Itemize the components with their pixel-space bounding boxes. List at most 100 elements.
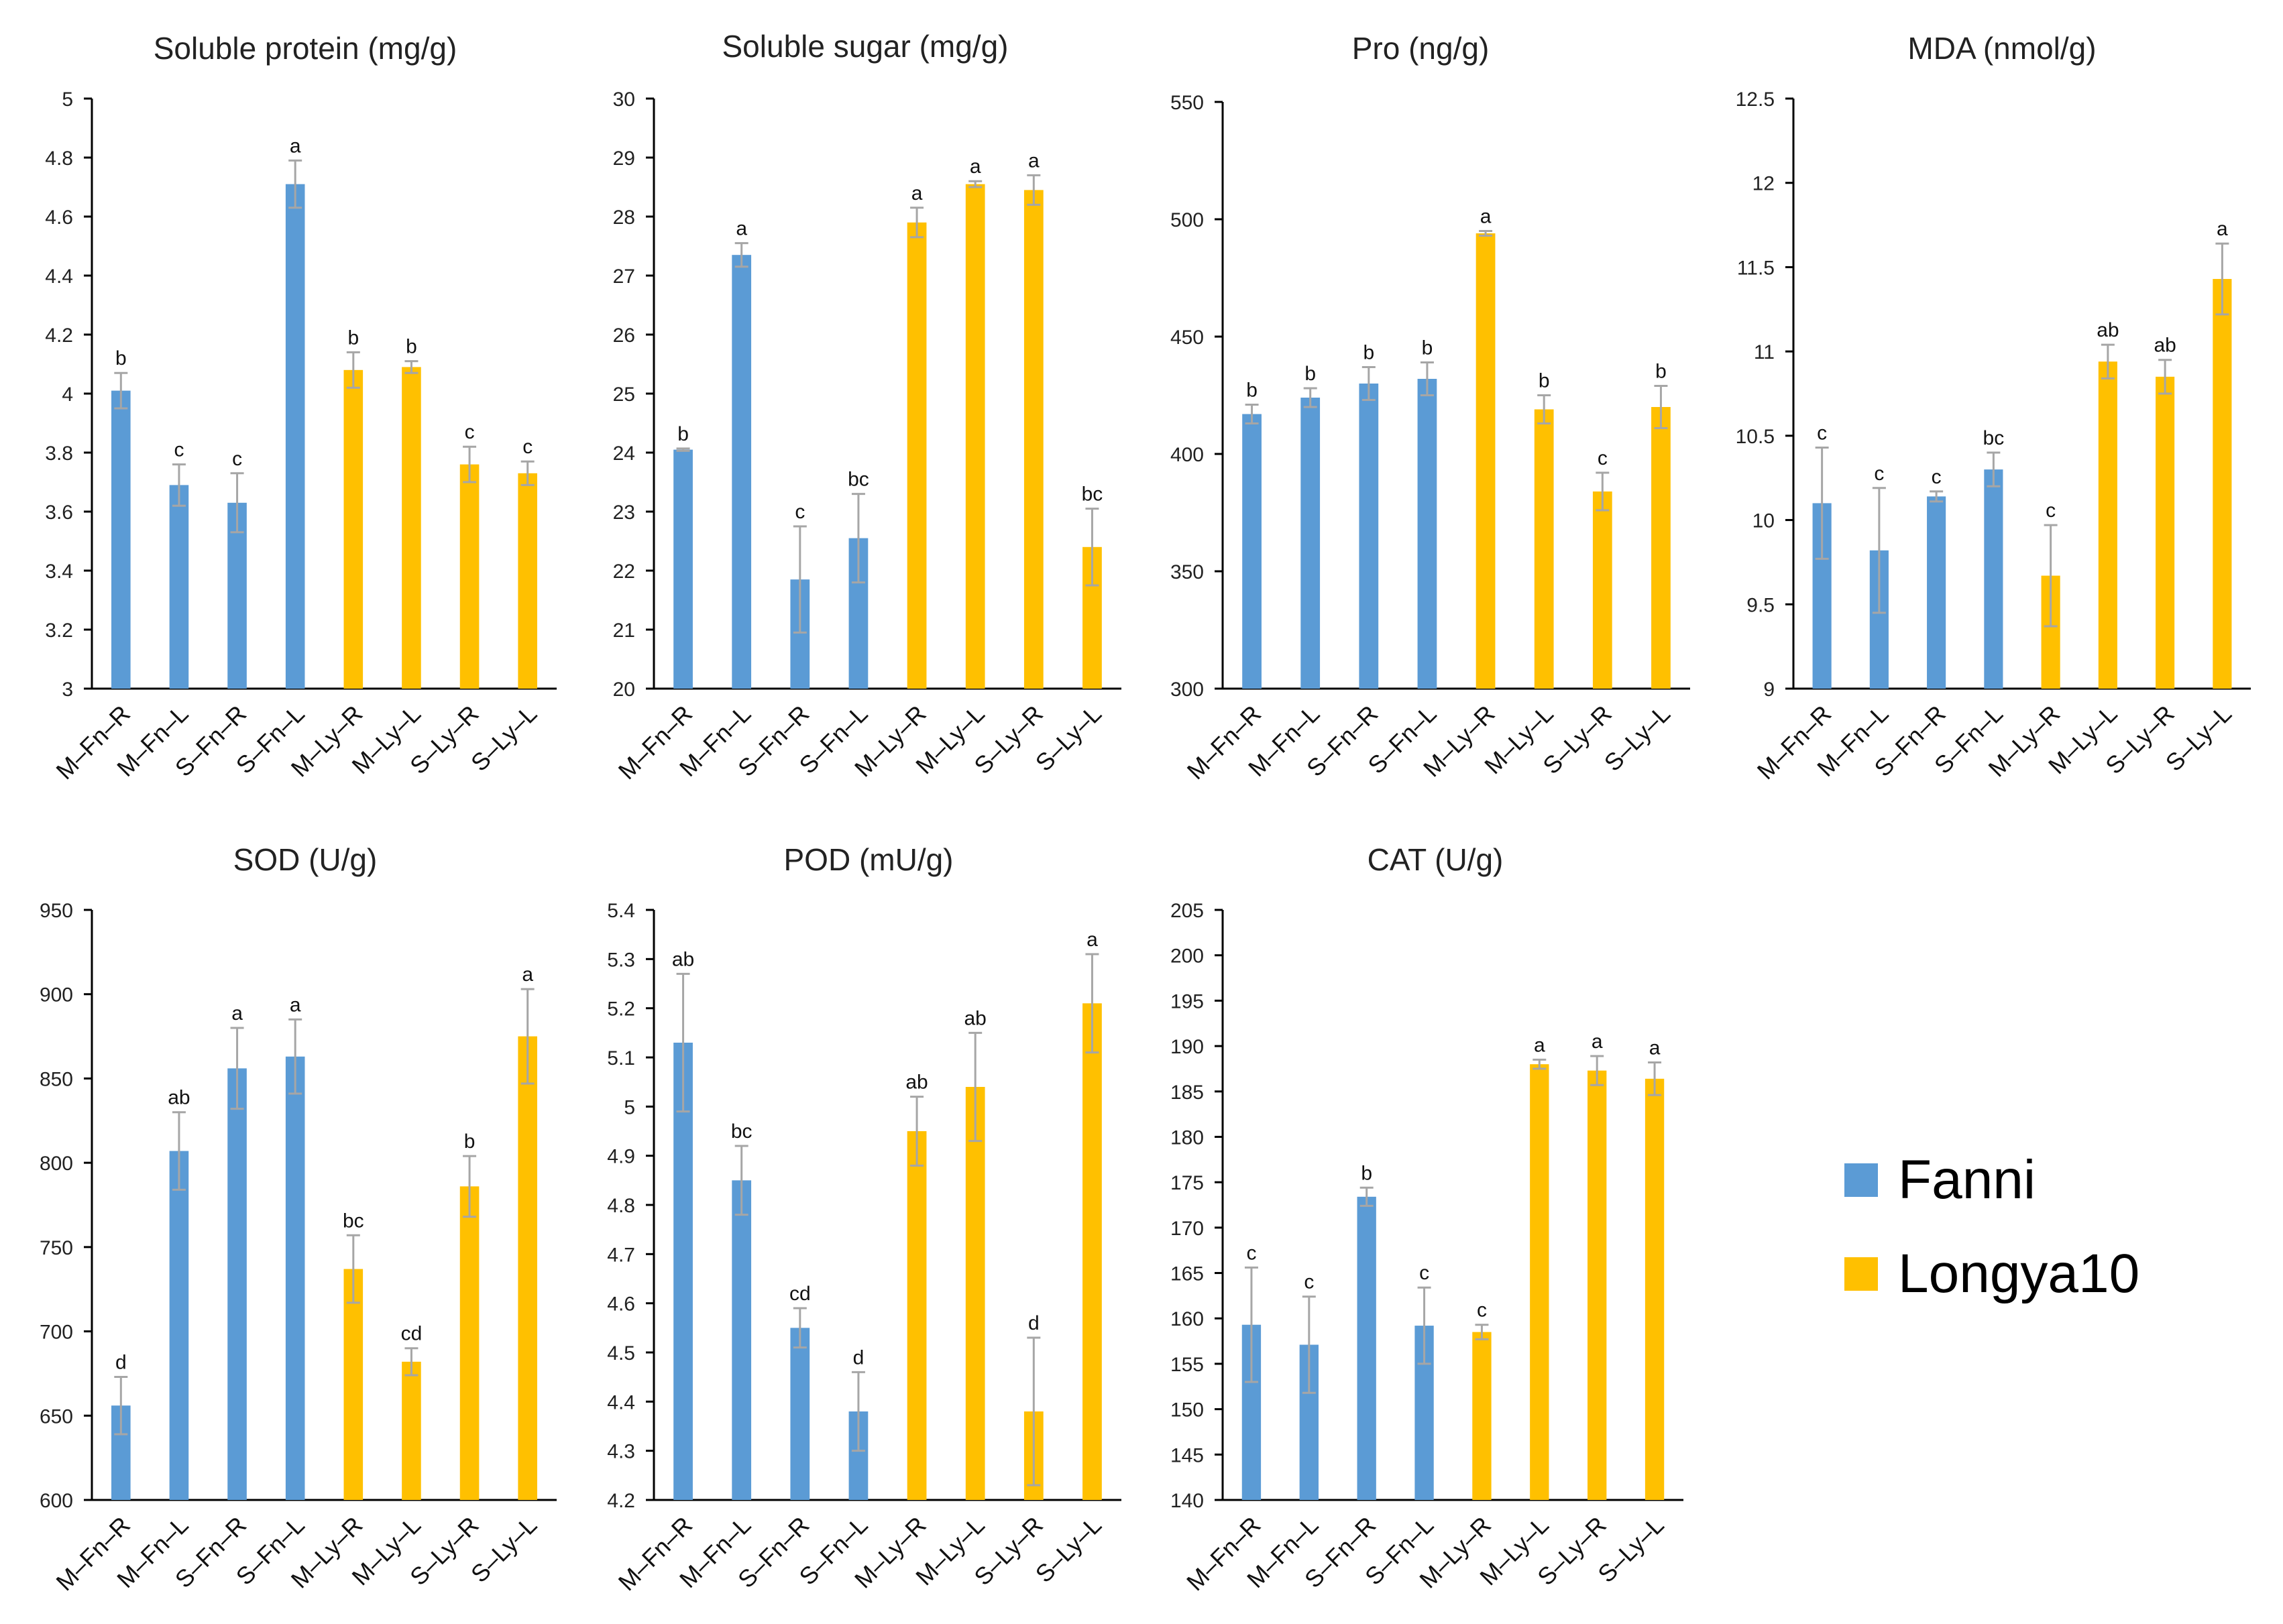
y-tick-label: 155	[1170, 1354, 1204, 1376]
significance-letter: c	[174, 439, 184, 461]
significance-letter: c	[1598, 447, 1608, 469]
y-tick-label: 4.2	[45, 325, 73, 347]
significance-letter: bc	[848, 469, 869, 491]
y-tick-label: 21	[613, 620, 635, 642]
significance-letter: d	[115, 1351, 127, 1373]
y-tick-label: 9	[1763, 679, 1775, 701]
bar-3	[227, 502, 247, 689]
significance-letter: bc	[1082, 483, 1103, 506]
y-tick-label: 12.5	[1736, 89, 1775, 111]
y-tick-label: 750	[40, 1237, 73, 1259]
bar-8	[518, 1036, 537, 1500]
significance-letter: bc	[1983, 427, 2005, 449]
y-tick-label: 205	[1170, 900, 1204, 922]
significance-letter: b	[1304, 363, 1316, 385]
y-tick-label: 550	[1170, 92, 1204, 114]
y-tick-label: 700	[40, 1322, 73, 1344]
significance-letter: c	[1874, 463, 1884, 485]
x-tick-label: S–Ly–L	[1030, 1511, 1107, 1588]
significance-letter: ab	[168, 1087, 190, 1109]
y-tick-label: 26	[613, 325, 635, 347]
y-tick-label: 11.5	[1737, 257, 1775, 279]
significance-letter: b	[464, 1130, 476, 1153]
y-tick-label: 185	[1170, 1082, 1204, 1104]
y-tick-label: 4.2	[607, 1490, 635, 1512]
significance-letter: ab	[905, 1071, 928, 1094]
y-tick-label: 140	[1170, 1490, 1204, 1512]
significance-letter: a	[1592, 1031, 1603, 1053]
significance-letter: a	[290, 994, 301, 1016]
bar-1	[111, 390, 131, 689]
y-tick-label: 11	[1754, 341, 1775, 363]
y-tick-label: 23	[613, 502, 635, 524]
y-tick-label: 170	[1170, 1218, 1204, 1240]
significance-letter: a	[522, 964, 533, 986]
bar-2	[169, 1151, 189, 1500]
bar-6	[1530, 1064, 1549, 1500]
bar-8	[2213, 279, 2232, 689]
legend-swatch-fanni	[1844, 1163, 1878, 1197]
y-tick-label: 25	[613, 384, 635, 406]
y-tick-label: 180	[1170, 1126, 1204, 1149]
y-tick-label: 3.4	[45, 561, 73, 583]
chart-title: Pro (ng/g)	[1352, 31, 1490, 66]
x-tick-label: S–Ly–L	[1030, 700, 1107, 776]
significance-letter: a	[1087, 929, 1098, 951]
y-tick-label: 5	[624, 1096, 635, 1118]
y-tick-label: 30	[613, 89, 635, 111]
x-tick-label: S–Ly–L	[1599, 700, 1675, 776]
y-tick-label: 4.5	[607, 1342, 635, 1365]
bar-7	[2156, 376, 2175, 689]
y-tick-label: 5.4	[607, 900, 635, 922]
y-tick-label: 200	[1170, 945, 1204, 968]
y-tick-label: 27	[613, 266, 635, 288]
y-tick-label: 800	[40, 1153, 73, 1175]
bar-6	[402, 367, 421, 689]
bar-3	[790, 1328, 810, 1500]
bar-7	[459, 1186, 480, 1500]
y-tick-label: 145	[1170, 1444, 1204, 1466]
bar-4	[285, 1056, 305, 1500]
significance-letter: a	[290, 135, 301, 157]
y-tick-label: 4.7	[607, 1244, 635, 1266]
bar-4	[1984, 469, 2003, 689]
bar-6	[1534, 409, 1554, 689]
y-tick-label: 190	[1170, 1036, 1204, 1058]
y-tick-label: 4.3	[607, 1441, 635, 1463]
bar-6	[2098, 361, 2117, 689]
significance-letter: a	[2217, 218, 2228, 240]
y-tick-label: 5.2	[607, 998, 635, 1021]
significance-letter: c	[2046, 500, 2056, 522]
y-tick-label: 28	[613, 207, 635, 229]
y-tick-label: 4.8	[45, 148, 73, 170]
y-tick-label: 350	[1170, 561, 1204, 583]
bar-4	[1417, 379, 1437, 689]
y-tick-label: 22	[613, 561, 635, 583]
significance-letter: bc	[343, 1210, 364, 1232]
significance-letter: c	[232, 448, 242, 470]
y-tick-label: 650	[40, 1405, 73, 1428]
y-tick-label: 24	[613, 443, 635, 465]
y-tick-label: 20	[613, 679, 635, 701]
legend-swatch-longya10	[1844, 1257, 1878, 1291]
chart-panel-6: POD (mU/g) 4.2 4.3 4.4 4.5 4.6 4.7 4.8 4.9 5 5.1 5.…	[607, 842, 1121, 1596]
significance-letter: c	[1304, 1271, 1314, 1293]
significance-letter: ab	[964, 1007, 987, 1029]
y-tick-label: 3.8	[45, 443, 73, 465]
chart-panel-5: SOD (U/g)600650700750800850900950dM–Fn–R…	[40, 842, 557, 1596]
significance-letter: c	[1477, 1299, 1487, 1322]
legend-label-longya10: Longya10	[1898, 1243, 2140, 1304]
bar-3	[227, 1068, 247, 1500]
chart-panel-2: Soluble sugar (mg/g) 20 21 22 23 24 25 26 27 28 29…	[613, 29, 1121, 785]
bar-2	[1300, 398, 1321, 689]
bar-5	[907, 222, 927, 689]
significance-letter: c	[465, 421, 475, 443]
chart-title: MDA (nmol/g)	[1907, 31, 2096, 66]
significance-letter: a	[1534, 1034, 1545, 1056]
significance-letter: b	[1361, 1162, 1372, 1184]
significance-letter: b	[115, 347, 127, 369]
chart-panel-4: MDA (nmol/g)99.51010.51111.51212.5cM–Fn–…	[1736, 31, 2251, 785]
significance-letter: b	[1246, 380, 1258, 402]
legend-label-fanni: Fanni	[1898, 1149, 2036, 1210]
significance-letter: c	[795, 501, 805, 523]
